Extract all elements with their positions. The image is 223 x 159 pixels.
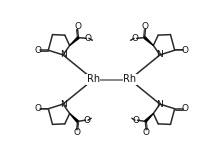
Text: O: O [132, 116, 139, 125]
Text: O: O [35, 46, 41, 55]
Text: O: O [143, 128, 150, 137]
Text: O: O [74, 22, 81, 31]
Polygon shape [145, 114, 153, 122]
Polygon shape [144, 37, 153, 45]
Text: O: O [182, 104, 188, 113]
Text: O: O [142, 22, 149, 31]
Text: N: N [156, 100, 163, 109]
Text: O: O [85, 34, 92, 43]
Text: O: O [73, 128, 80, 137]
Text: N: N [60, 100, 67, 109]
Text: Rh: Rh [87, 75, 100, 84]
Text: O: O [84, 116, 91, 125]
Text: Rh: Rh [123, 75, 136, 84]
Polygon shape [70, 37, 79, 45]
Text: O: O [182, 46, 188, 55]
Text: O: O [35, 104, 41, 113]
Text: O: O [131, 34, 138, 43]
Text: N: N [60, 50, 67, 59]
Polygon shape [70, 114, 78, 122]
Text: N: N [156, 50, 163, 59]
